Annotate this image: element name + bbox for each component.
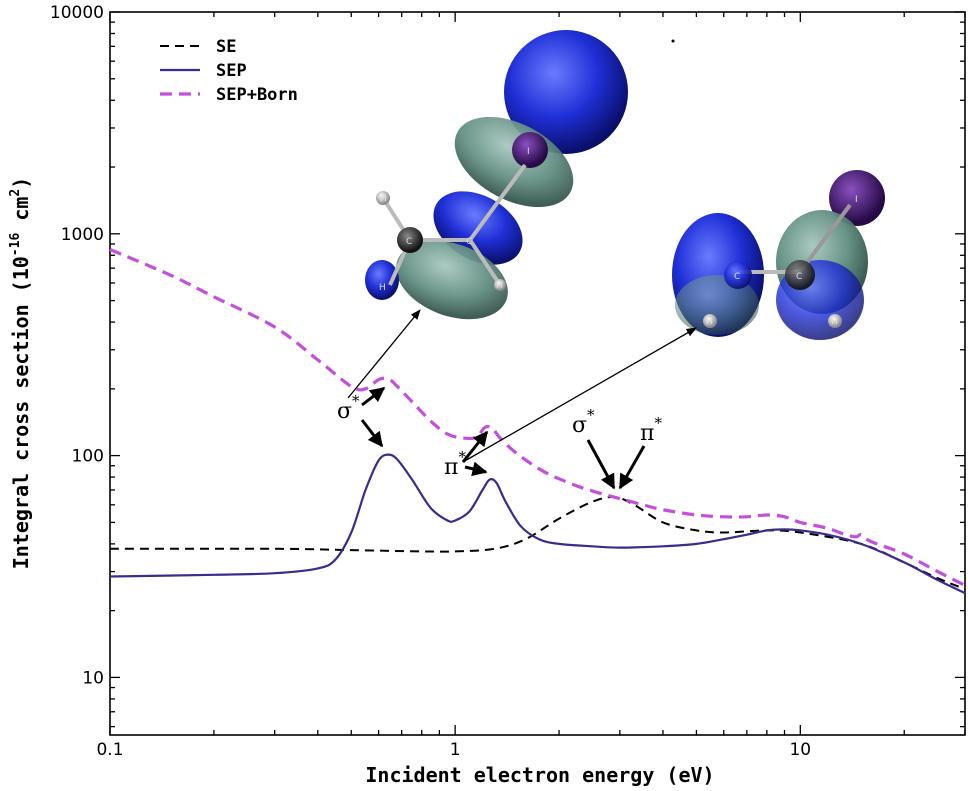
annotation-sigma-star-1: σ* (337, 392, 360, 424)
legend-label-se: SE (216, 37, 236, 57)
atom-label-c-3: C (734, 272, 740, 282)
y-tick-label: 10000 (50, 3, 104, 23)
annotation-pi-star-1: π* (444, 448, 466, 480)
y-tick-label: 100 (72, 447, 104, 467)
arrow-pi-to-sep (464, 461, 488, 477)
y-axis-title-close: ) (9, 177, 33, 189)
x-axis-ticks: 0.1 1 10 (96, 12, 966, 760)
x-tick-label: 0.1 (96, 740, 123, 760)
y-axis-title-exp2: 2 (8, 189, 23, 197)
atom-label-h-5: H (831, 317, 838, 327)
arrow-sigma-to-se (586, 439, 616, 490)
x-axis-title: Incident electron energy (eV) (365, 763, 714, 787)
atom-label-i-2: I (855, 195, 858, 205)
y-axis-title-exp1: -16 (8, 233, 23, 257)
legend-label-sep: SEP (216, 61, 247, 81)
atom-label-h-2: H (496, 281, 503, 291)
atom-label-c-1: C (406, 237, 412, 247)
sigma-star-orbital-illustration: H C I C H H (365, 30, 628, 320)
series-line-sep (109, 453, 966, 595)
atom-label-h-3: H (379, 283, 386, 293)
arrow-pi-to-se (618, 445, 646, 490)
pi-star-orbital-illustration: I C C H H (672, 170, 885, 340)
arrow-pi-to-sepborn (461, 430, 489, 463)
annotation-sigma-star-2: σ* (572, 406, 595, 438)
atom-label-c-2: C (466, 237, 472, 247)
x-tick-label: 10 (789, 740, 811, 760)
y-tick-label: 1000 (61, 225, 104, 245)
legend-label-sep-born: SEP+Born (216, 85, 298, 105)
atom-label-c-4: C (796, 272, 802, 282)
annotation-pi-star-2: π* (640, 414, 662, 446)
atom-label-h-1: H (380, 194, 387, 204)
resonance-annotations: σ* π* σ* π* (337, 309, 697, 490)
plot-frame (109, 11, 966, 736)
arrow-pi-to-orbital (462, 327, 697, 463)
arrow-sigma-to-orbital (347, 309, 421, 399)
series-group (109, 248, 966, 595)
x-tick-label: 1 (450, 740, 461, 760)
series-line-sep-born (109, 248, 966, 587)
y-axis-title: Integral cross section (10-16 cm2) (8, 177, 33, 570)
legend: SE SEP SEP+Born (160, 37, 298, 105)
arrow-sigma-to-sep (360, 419, 384, 448)
y-tick-label: 10 (82, 668, 104, 688)
atom-label-i-1: I (527, 147, 530, 157)
stray-dot (671, 39, 675, 43)
y-axis-title-unit: cm (9, 197, 33, 233)
arrow-sigma-to-sepborn (361, 386, 386, 407)
atom-label-h-4: H (706, 317, 713, 327)
y-axis-ticks: 10 100 1000 10000 (50, 3, 965, 728)
